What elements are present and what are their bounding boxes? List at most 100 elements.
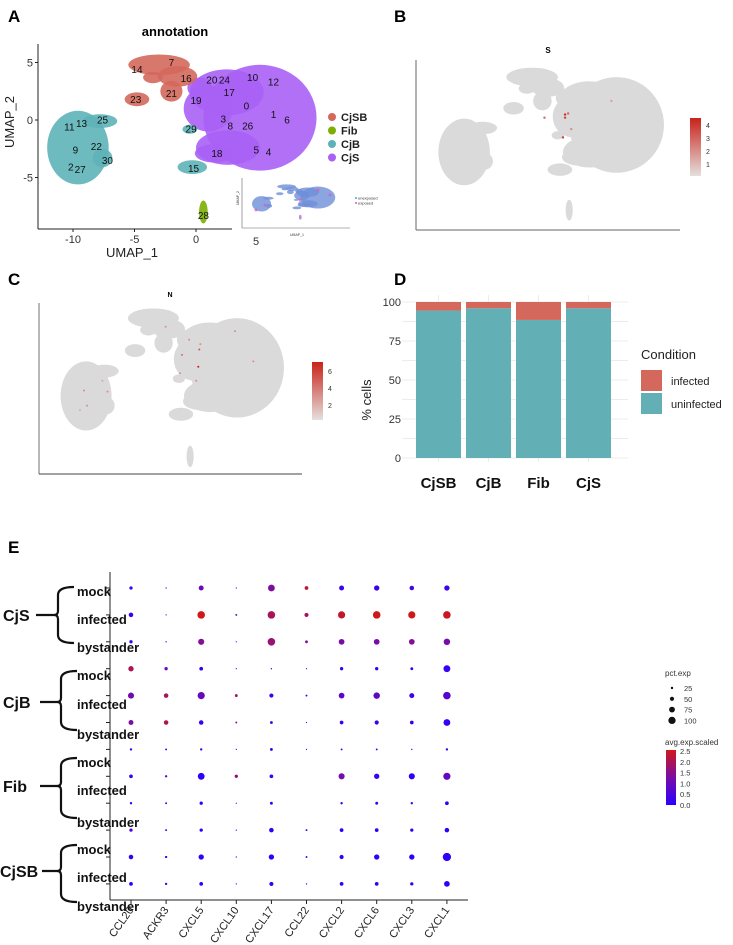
size-legend-dot	[668, 716, 676, 725]
inset-legend-unexposed: unexposed	[358, 196, 378, 201]
condition-label-infected: infected	[77, 612, 127, 627]
dot-cxcl6	[375, 801, 379, 805]
colorbar-tick-label: 3	[706, 136, 710, 143]
inset-umap-exposure: UMAP_1 UMAP_2 unexposed exposed	[232, 175, 378, 237]
condition-stacked-bar-chart: CjSB CjB Fib CjS 0 25 50 75 100 % cells Conditio…	[359, 295, 722, 492]
dot-ccl20	[128, 666, 134, 672]
bar-uninfected-cjsb	[416, 310, 461, 458]
expressing-cell	[566, 112, 570, 115]
dot-cxcl10	[235, 748, 237, 751]
expressing-cell	[197, 365, 200, 368]
y-tick-label: 75	[389, 336, 401, 348]
cluster-region-cjb	[98, 397, 115, 415]
cluster-region-cjb	[547, 163, 573, 176]
dot-cxcl17	[267, 611, 276, 619]
dot-cxcl2	[338, 773, 345, 780]
color-legend-label: 1.5	[680, 769, 690, 778]
dot-ackr3	[165, 748, 168, 751]
expressing-cell	[78, 408, 81, 411]
dot-cxcl5	[198, 638, 205, 645]
expressing-cell	[561, 136, 565, 139]
cluster-label: 19	[190, 96, 202, 107]
cluster-region-cjs	[187, 77, 212, 99]
dot-cxcl2	[338, 638, 345, 645]
dot-cxcl10	[235, 883, 237, 885]
cluster-region-cjsb	[124, 92, 150, 107]
exposed-cell-marker	[254, 208, 258, 212]
colorbar-tick-label: 1	[706, 162, 710, 169]
cluster-region-cjb	[82, 114, 118, 129]
dot-cxcl3	[409, 720, 414, 725]
dot-cxcl10	[235, 856, 237, 858]
cluster-region-cjs	[182, 392, 216, 410]
expressing-cell	[543, 116, 546, 119]
size-legend-label: 25	[684, 684, 692, 693]
dot-cxcl17	[269, 721, 273, 724]
y-tick-label: 50	[389, 375, 401, 387]
dot-cxcl5	[200, 748, 203, 751]
exposed-cell-marker	[263, 203, 267, 207]
dot-cxcl5	[199, 666, 204, 671]
bar-infected-cjs	[566, 302, 611, 309]
condition-label-infected: infected	[77, 870, 127, 885]
cluster-region-cjb	[177, 160, 208, 175]
dot-cxcl1	[445, 801, 449, 806]
dot-ccl20	[128, 612, 134, 618]
expressing-cell	[164, 325, 167, 328]
dot-cxcl5	[197, 772, 205, 780]
dot-cxcl6	[374, 720, 379, 725]
dot-ackr3	[165, 587, 167, 589]
x-tick-label-ackr3: ACKR3	[141, 905, 172, 942]
condition-label-infected: infected	[77, 783, 127, 798]
cluster-label: 20	[206, 75, 218, 86]
dot-cxcl5	[199, 801, 203, 805]
x-tick-label-cxcl17: CXCL17	[243, 905, 277, 945]
cluster-region-cjb	[172, 374, 186, 383]
x-axis-label: UMAP_1	[106, 245, 158, 260]
x-tick-label-cxcl2: CXCL2	[317, 905, 347, 941]
dot-cxcl3	[409, 585, 415, 591]
dot-cxcl6	[373, 638, 380, 645]
x-tick-label: Fib	[527, 475, 550, 492]
dot-cxcl1	[443, 719, 451, 726]
cluster-region-cjsb	[533, 91, 552, 111]
dot-ackr3	[163, 720, 169, 725]
x-tick-label: 0	[193, 234, 199, 246]
dot-cxcl5	[198, 585, 204, 591]
partial-tick-label: 5	[253, 236, 259, 248]
dot-cxcl3	[409, 854, 415, 860]
cluster-region-cjsb	[157, 65, 198, 87]
size-legend-title: pct.exp	[665, 669, 691, 678]
inset-x-label: UMAP_1	[290, 233, 304, 237]
dot-ccl20	[128, 720, 134, 725]
expressing-cell	[570, 127, 573, 131]
umap-s-expression-plot: S 4 3 2 1	[415, 46, 710, 231]
bar-uninfected-cjb	[466, 308, 511, 458]
cluster-label: 28	[198, 211, 210, 222]
x-tick-label-cxcl10: CXCL10	[208, 905, 242, 945]
dot-cxcl2	[339, 585, 345, 591]
cluster-region-fib	[199, 200, 208, 224]
legend-swatch-cjb	[328, 140, 336, 148]
dot-cxcl6	[374, 854, 380, 860]
expressing-cell	[234, 330, 236, 333]
dot-cxcl17	[269, 827, 274, 833]
cluster-label: 22	[91, 142, 103, 153]
dot-ccl22	[305, 829, 308, 832]
cluster-region-cjsb	[140, 324, 157, 336]
color-legend-label: 0.5	[680, 790, 690, 799]
cluster-label: 5	[253, 145, 259, 156]
dot-cxcl10	[235, 668, 237, 670]
dot-cxcl6	[374, 882, 379, 886]
cluster-label: 27	[75, 165, 87, 176]
expressing-cell	[106, 390, 109, 393]
legend-label-fib: Fib	[341, 126, 358, 138]
bar-infected-cjb	[466, 302, 511, 309]
x-tick-label-ccl22: CCL22	[282, 905, 311, 940]
colorbar-tick-label: 4	[706, 123, 710, 130]
dot-ccl20	[128, 854, 134, 860]
dot-cxcl2	[340, 802, 343, 805]
legend-label-cjb: CjB	[341, 139, 360, 151]
colorbar	[690, 118, 701, 176]
cluster-region-cjsb	[154, 333, 173, 353]
